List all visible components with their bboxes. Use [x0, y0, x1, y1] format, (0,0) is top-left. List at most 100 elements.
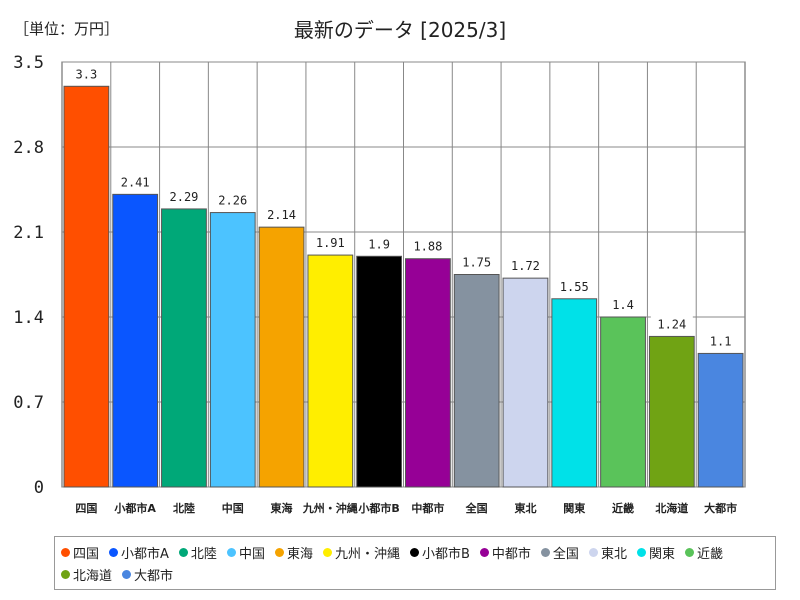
bar: [161, 208, 207, 488]
y-tick-label: 0.7: [13, 393, 44, 413]
category-label: 北海道: [655, 501, 688, 515]
value-label-bg: [606, 295, 641, 313]
category-label: 九州・沖縄: [302, 501, 358, 515]
bar: [63, 85, 110, 488]
legend-marker: [178, 547, 188, 557]
value-label-bg: [260, 205, 303, 224]
category-label: 東北: [514, 501, 536, 515]
legend-label: 関東: [648, 546, 675, 562]
category-label: 小都市B: [357, 501, 399, 515]
legend-item: 中国: [226, 541, 265, 563]
value-label: 3.3: [76, 67, 98, 81]
legend-item: 九州・沖縄: [322, 541, 400, 563]
value-label-bg: [455, 252, 498, 271]
bar: [502, 277, 549, 488]
value-label: 1.75: [462, 256, 491, 270]
value-label: 1.24: [657, 317, 686, 331]
y-tick-label: 2.8: [13, 138, 44, 158]
legend-item: 近畿: [684, 541, 723, 563]
bar: [453, 274, 500, 488]
legend-label: 北海道: [73, 568, 113, 584]
value-label: 2.29: [170, 190, 199, 204]
legend-marker: [61, 569, 70, 579]
bar: [697, 352, 744, 488]
value-label: 2.41: [121, 175, 150, 189]
category-label: 全国: [465, 501, 488, 515]
legend-label: 近畿: [696, 546, 723, 562]
legend-label: 小都市B: [421, 546, 470, 562]
legend-marker: [540, 547, 550, 557]
legend-item: 大都市: [122, 563, 173, 585]
category-label: 四国: [75, 502, 97, 515]
y-tick-label: 0: [34, 478, 44, 498]
value-label-bg: [114, 172, 157, 191]
value-label-bg: [650, 314, 693, 333]
category-label: 近畿: [612, 501, 634, 515]
y-tick-label: 1.4: [13, 308, 44, 328]
legend-label: 小都市A: [121, 546, 169, 562]
y-tick-label: 2.1: [13, 223, 44, 243]
legend-marker: [409, 547, 419, 557]
value-label: 1.55: [560, 280, 589, 294]
category-label: 北陸: [173, 501, 195, 515]
category-label: 中都市: [411, 501, 444, 515]
legend-label: 全国: [552, 546, 579, 562]
legend-item: 東北: [588, 541, 627, 563]
category-label: 中国: [222, 501, 244, 515]
value-label-bg: [309, 233, 352, 252]
bar: [356, 255, 403, 488]
bar-chart: 0 0.7 1.4 2.1 2.8 3.5 3.3 四国 2.41 小都市A 2.29 北陸 2.26 中…: [13, 53, 746, 515]
value-label: 2.26: [218, 194, 247, 208]
value-label-bg: [553, 276, 596, 295]
legend-marker: [122, 569, 132, 579]
legend-marker: [588, 547, 598, 557]
value-label: 1.91: [316, 236, 345, 250]
value-label-bg: [504, 256, 547, 275]
legend-item: 小都市A: [109, 541, 169, 563]
value-label-bg: [406, 236, 449, 255]
legend-item: 東海: [274, 541, 313, 563]
legend-label: 中国: [238, 546, 265, 562]
legend-item: 全国: [540, 541, 579, 563]
legend-marker: [109, 547, 119, 557]
bar: [648, 335, 695, 488]
value-label-bg: [362, 234, 397, 253]
bar: [551, 298, 598, 488]
legend-marker: [274, 547, 284, 557]
y-tick-label: 3.5: [13, 53, 44, 73]
bar: [600, 316, 646, 488]
bar: [307, 254, 354, 488]
value-label: 1.4: [612, 298, 634, 312]
bar: [209, 212, 256, 488]
value-label-bg: [162, 186, 205, 205]
bar: [258, 226, 305, 488]
value-label: 1.1: [710, 334, 732, 348]
value-label-bg: [69, 64, 104, 83]
legend-item: 北海道: [61, 563, 112, 585]
unit-label: ［単位：万円］: [14, 20, 120, 38]
value-label: 1.88: [413, 240, 442, 254]
legend-item: 中都市: [479, 541, 531, 563]
legend-marker: [61, 547, 70, 557]
legend-label: 東北: [600, 546, 627, 562]
legend-item: 北陸: [178, 541, 217, 563]
legend-label: 四国: [73, 546, 100, 562]
value-label-bg: [211, 190, 254, 209]
bar: [112, 193, 159, 488]
legend-marker: [479, 547, 489, 557]
bar: [405, 258, 451, 488]
value-label-bg: [703, 331, 738, 350]
category-label: 関東: [563, 501, 586, 515]
legend-item: 小都市B: [409, 541, 470, 563]
legend-item: 四国: [61, 541, 99, 563]
legend-marker: [226, 547, 236, 557]
legend-label: 北陸: [190, 546, 217, 562]
legend: 四国 小都市A 北陸 中国 東海 九州・沖縄 小都市B 中都市 全国 東北 関東 近畿北海道 大都市: [54, 536, 776, 590]
legend-marker: [684, 547, 694, 557]
legend-item: 関東: [636, 541, 675, 563]
chart-title: 最新のデータ [2025/3]: [293, 18, 507, 42]
legend-label: 東海: [286, 546, 313, 562]
legend-label: 九州・沖縄: [334, 546, 400, 562]
category-label: 東海: [271, 501, 293, 515]
value-label: 1.72: [511, 259, 540, 273]
